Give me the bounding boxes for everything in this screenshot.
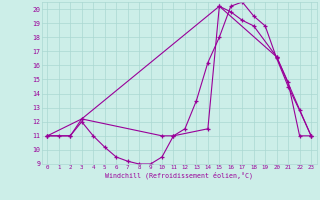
X-axis label: Windchill (Refroidissement éolien,°C): Windchill (Refroidissement éolien,°C) xyxy=(105,172,253,179)
